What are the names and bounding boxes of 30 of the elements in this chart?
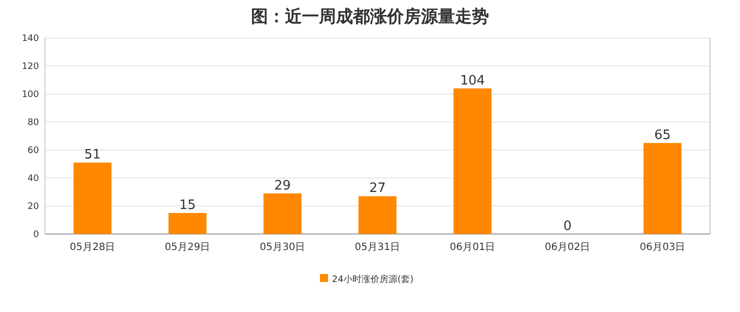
bar <box>644 143 682 234</box>
y-tick-label: 20 <box>28 202 40 212</box>
y-tick-label: 0 <box>33 230 40 240</box>
x-tick-label: 05月28日 <box>70 242 116 253</box>
bar <box>358 196 396 234</box>
bar <box>74 162 112 234</box>
x-tick-label: 06月01日 <box>450 242 496 253</box>
y-tick-label: 40 <box>28 174 40 184</box>
chart-title: 图：近一周成都涨价房源量走势 <box>251 7 489 27</box>
y-tick-label: 100 <box>22 90 40 100</box>
data-label: 0 <box>563 219 572 234</box>
y-tick-label: 140 <box>22 34 40 44</box>
x-tick-label: 06月02日 <box>544 242 590 253</box>
x-tick-label: 06月03日 <box>640 242 686 253</box>
data-label: 15 <box>179 198 196 213</box>
x-tick-label: 05月29日 <box>164 242 210 253</box>
bar <box>168 213 206 234</box>
data-label: 29 <box>274 178 291 194</box>
data-label: 104 <box>460 73 485 88</box>
y-tick-label: 80 <box>28 118 40 128</box>
bar <box>454 88 492 234</box>
data-label: 27 <box>369 181 386 196</box>
y-tick-label: 120 <box>22 62 40 72</box>
data-label: 51 <box>84 148 101 163</box>
y-tick-label: 60 <box>28 146 40 156</box>
data-label: 65 <box>654 128 671 143</box>
x-tick-label: 05月30日 <box>260 242 306 253</box>
legend-label: 24小时涨价房源(套) <box>332 274 414 285</box>
bar <box>264 193 302 234</box>
x-tick-label: 05月31日 <box>354 242 400 253</box>
